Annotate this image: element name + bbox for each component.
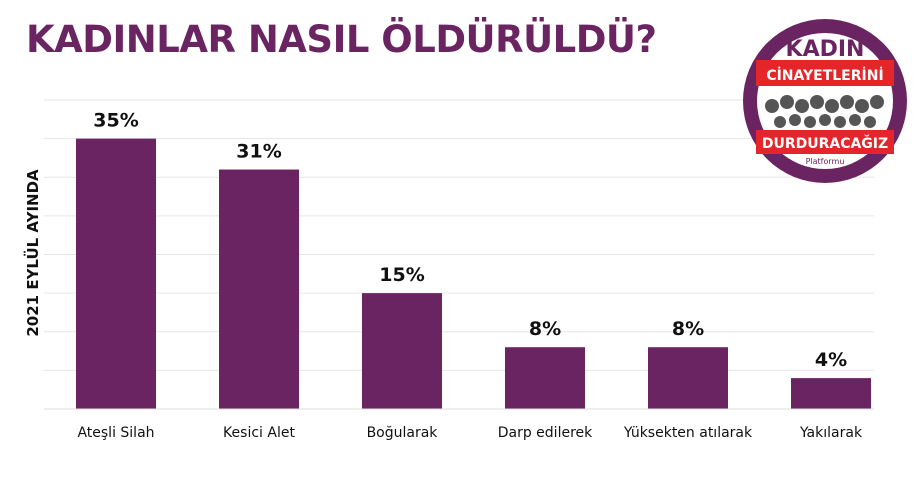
logo-line2: CİNAYETLERİNİ [766, 67, 883, 84]
chart-title: KADINLAR NASIL ÖLDÜRÜLDÜ? [26, 18, 657, 61]
value-labels: 35% 31% 15% 8% 8% 4% [93, 110, 847, 371]
bar-value-label: 35% [93, 110, 138, 132]
category-label: Yüksekten atılarak [623, 425, 753, 441]
bar [648, 347, 728, 409]
category-label: Yakılarak [799, 425, 863, 441]
category-label: Boğularak [367, 425, 439, 441]
category-label: Ateşli Silah [77, 425, 154, 441]
portrait-icons [765, 95, 884, 128]
bar [219, 169, 299, 409]
category-labels: Ateşli Silah Kesici Alet Boğularak Darp edi… [77, 425, 862, 441]
bar [791, 378, 871, 409]
bar [76, 138, 156, 409]
logo-line1: KADIN [786, 37, 865, 62]
bar-value-label: 4% [815, 349, 847, 371]
bar-value-label: 8% [672, 318, 704, 340]
bar-value-label: 15% [379, 264, 424, 286]
category-label: Kesici Alet [223, 425, 295, 441]
bar [362, 293, 442, 409]
category-label: Darp edilerek [498, 425, 593, 441]
bar-value-label: 8% [529, 318, 561, 340]
logo-line4: Platformu [806, 157, 845, 166]
bar [505, 347, 585, 409]
platform-logo: KADIN CİNAYETLERİNİ DURDURACAĞIZ Platfor… [743, 19, 907, 183]
bar-value-label: 31% [236, 141, 281, 163]
logo-line3: DURDURACAĞIZ [762, 134, 888, 152]
bars [76, 138, 871, 409]
